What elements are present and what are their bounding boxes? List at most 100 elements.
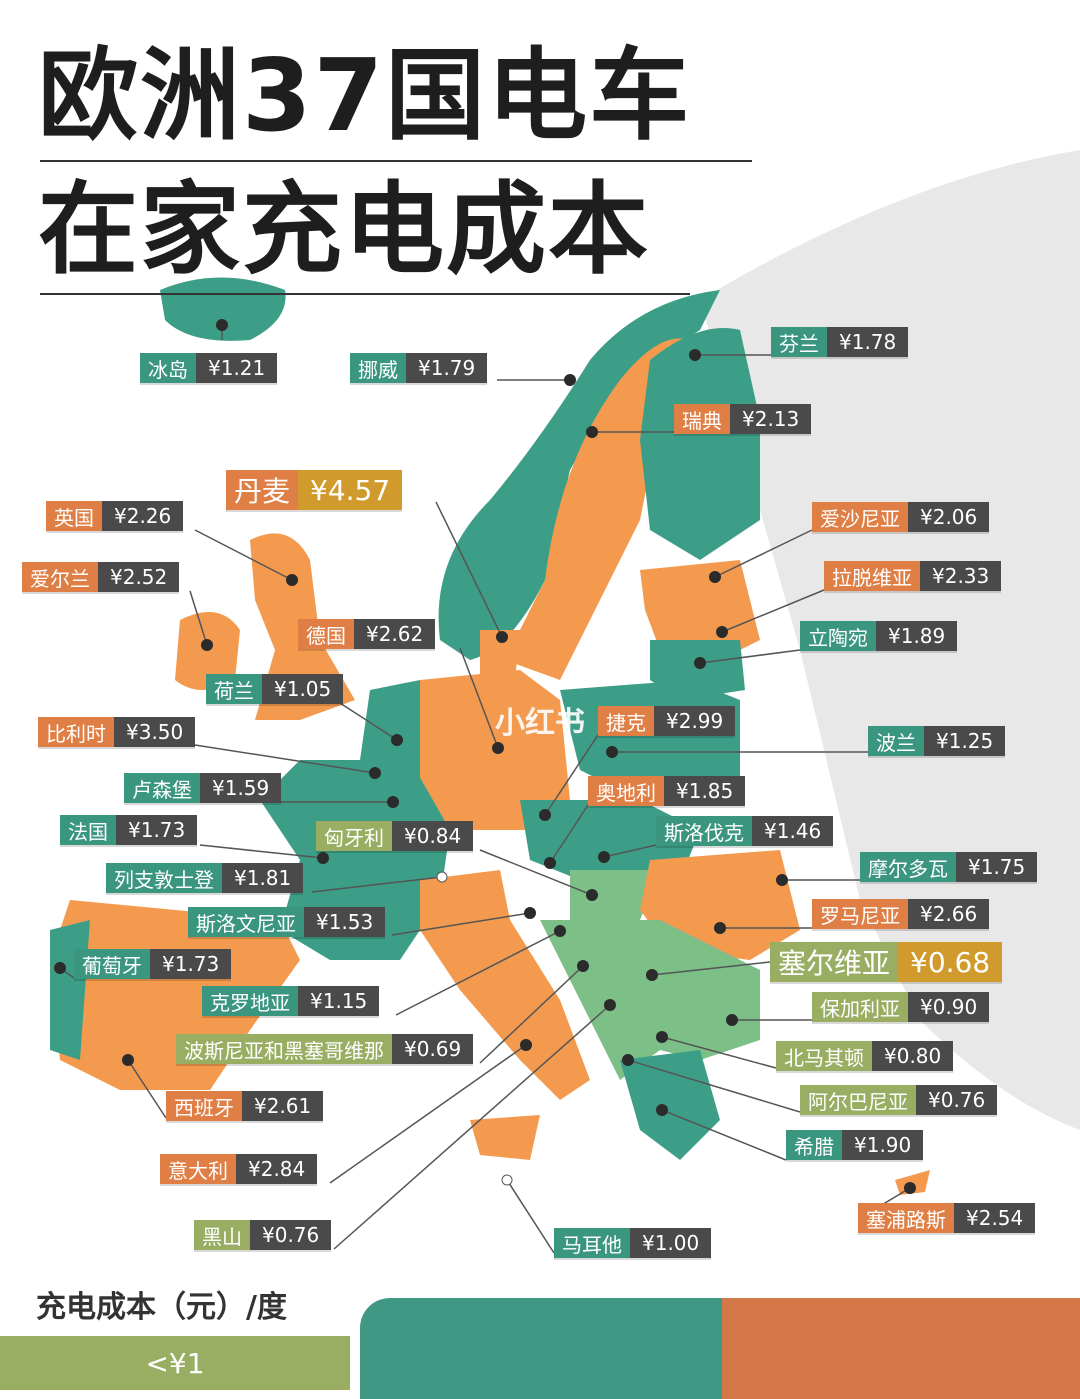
country-cost: ¥0.80 xyxy=(872,1041,954,1071)
legend-item-under-1: <¥1 xyxy=(0,1336,350,1390)
country-name: 捷克 xyxy=(598,706,654,736)
country-cost: ¥1.21 xyxy=(196,353,278,383)
country-cost: ¥1.53 xyxy=(304,907,386,937)
country-name: 爱尔兰 xyxy=(22,562,98,592)
country-cost: ¥1.79 xyxy=(406,353,488,383)
country-name: 列支敦士登 xyxy=(106,863,222,893)
country-label: 比利时 ¥3.50 xyxy=(38,717,196,747)
country-name: 奥地利 xyxy=(588,776,664,806)
leader-lines xyxy=(59,325,911,1254)
country-name: 比利时 xyxy=(38,717,114,747)
country-cost: ¥2.26 xyxy=(102,501,184,531)
region-sicily xyxy=(470,1115,540,1160)
country-name: 葡萄牙 xyxy=(74,949,150,979)
country-cost: ¥3.50 xyxy=(114,717,196,747)
country-cost: ¥2.62 xyxy=(354,619,436,649)
country-label: 克罗地亚 ¥1.15 xyxy=(202,986,380,1016)
country-cost: ¥1.00 xyxy=(630,1228,712,1258)
country-name: 波兰 xyxy=(868,726,924,756)
country-cost: ¥1.59 xyxy=(200,773,282,803)
country-label: 黑山 ¥0.76 xyxy=(194,1220,332,1250)
region-baltics xyxy=(640,560,760,660)
country-name: 罗马尼亚 xyxy=(812,899,908,929)
country-label: 匈牙利 ¥0.84 xyxy=(316,821,474,851)
region-hungary xyxy=(570,870,660,920)
country-cost: ¥4.57 xyxy=(298,470,403,510)
country-label: 阿尔巴尼亚 ¥0.76 xyxy=(800,1085,998,1115)
country-label: 奥地利 ¥1.85 xyxy=(588,776,746,806)
country-cost: ¥0.76 xyxy=(250,1220,332,1250)
country-name: 斯洛文尼亚 xyxy=(188,907,304,937)
country-name: 北马其顿 xyxy=(776,1041,872,1071)
legend-item-orange xyxy=(722,1298,1080,1399)
region-cyprus xyxy=(895,1170,930,1195)
country-cost: ¥1.89 xyxy=(876,621,958,651)
country-label: 摩尔多瓦 ¥1.75 xyxy=(860,852,1038,882)
country-label: 列支敦士登 ¥1.81 xyxy=(106,863,304,893)
country-cost: ¥2.06 xyxy=(908,502,990,532)
country-cost: ¥2.13 xyxy=(730,404,812,434)
country-name: 阿尔巴尼亚 xyxy=(800,1085,916,1115)
legend-label: <¥1 xyxy=(145,1346,205,1380)
region-italy xyxy=(420,870,590,1100)
country-cost: ¥1.73 xyxy=(116,815,198,845)
country-label: 波兰 ¥1.25 xyxy=(868,726,1006,756)
country-cost: ¥1.78 xyxy=(827,327,909,357)
country-name: 荷兰 xyxy=(206,674,262,704)
country-name: 德国 xyxy=(298,619,354,649)
country-label: 斯洛伐克 ¥1.46 xyxy=(656,816,834,846)
country-name: 芬兰 xyxy=(771,327,827,357)
country-label: 爱沙尼亚 ¥2.06 xyxy=(812,502,990,532)
country-cost: ¥0.84 xyxy=(392,821,474,851)
region-germany xyxy=(410,670,570,830)
country-cost: ¥2.33 xyxy=(920,561,1002,591)
country-label: 爱尔兰 ¥2.52 xyxy=(22,562,180,592)
country-cost: ¥1.81 xyxy=(222,863,304,893)
country-cost: ¥1.05 xyxy=(262,674,344,704)
country-label: 挪威 ¥1.79 xyxy=(350,353,488,383)
country-label: 丹麦 ¥4.57 xyxy=(226,470,403,510)
country-cost: ¥1.73 xyxy=(150,949,232,979)
country-label: 德国 ¥2.62 xyxy=(298,619,436,649)
country-cost: ¥1.46 xyxy=(752,816,834,846)
title-divider xyxy=(40,160,752,162)
region-finland xyxy=(640,328,760,560)
region-denmark xyxy=(480,630,520,680)
country-cost: ¥2.84 xyxy=(236,1154,318,1184)
country-name: 爱沙尼亚 xyxy=(812,502,908,532)
country-name: 丹麦 xyxy=(226,470,299,510)
country-name: 塞尔维亚 xyxy=(770,942,899,982)
legend-title: 充电成本（元）/度 xyxy=(36,1290,287,1325)
watermark-logo: 小红书 xyxy=(495,706,585,741)
country-label: 马耳他 ¥1.00 xyxy=(554,1228,712,1258)
country-name: 法国 xyxy=(60,815,116,845)
legend-item-teal xyxy=(360,1298,722,1399)
country-label: 法国 ¥1.73 xyxy=(60,815,198,845)
country-label: 芬兰 ¥1.78 xyxy=(771,327,909,357)
country-name: 匈牙利 xyxy=(316,821,392,851)
region-balkans xyxy=(540,920,760,1080)
country-name: 意大利 xyxy=(160,1154,236,1184)
country-cost: ¥1.75 xyxy=(956,852,1038,882)
country-label: 罗马尼亚 ¥2.66 xyxy=(812,899,990,929)
country-name: 黑山 xyxy=(194,1220,250,1250)
country-cost: ¥2.61 xyxy=(242,1091,324,1121)
country-name: 保加利亚 xyxy=(812,992,908,1022)
country-label: 波斯尼亚和黑塞哥维那 ¥0.69 xyxy=(176,1034,474,1064)
country-name: 冰岛 xyxy=(140,353,196,383)
country-label: 北马其顿 ¥0.80 xyxy=(776,1041,954,1071)
country-name: 马耳他 xyxy=(554,1228,630,1258)
country-label: 立陶宛 ¥1.89 xyxy=(800,621,958,651)
country-cost: ¥1.25 xyxy=(924,726,1006,756)
country-name: 挪威 xyxy=(350,353,406,383)
region-greece xyxy=(620,1050,720,1160)
title-line-2: 在家充电成本 xyxy=(38,171,650,288)
country-name: 立陶宛 xyxy=(800,621,876,651)
capital-dots xyxy=(54,319,916,1194)
country-cost: ¥0.90 xyxy=(908,992,990,1022)
country-cost: ¥0.76 xyxy=(916,1085,998,1115)
country-label: 拉脱维亚 ¥2.33 xyxy=(824,561,1002,591)
country-cost: ¥1.85 xyxy=(664,776,746,806)
country-name: 克罗地亚 xyxy=(202,986,298,1016)
